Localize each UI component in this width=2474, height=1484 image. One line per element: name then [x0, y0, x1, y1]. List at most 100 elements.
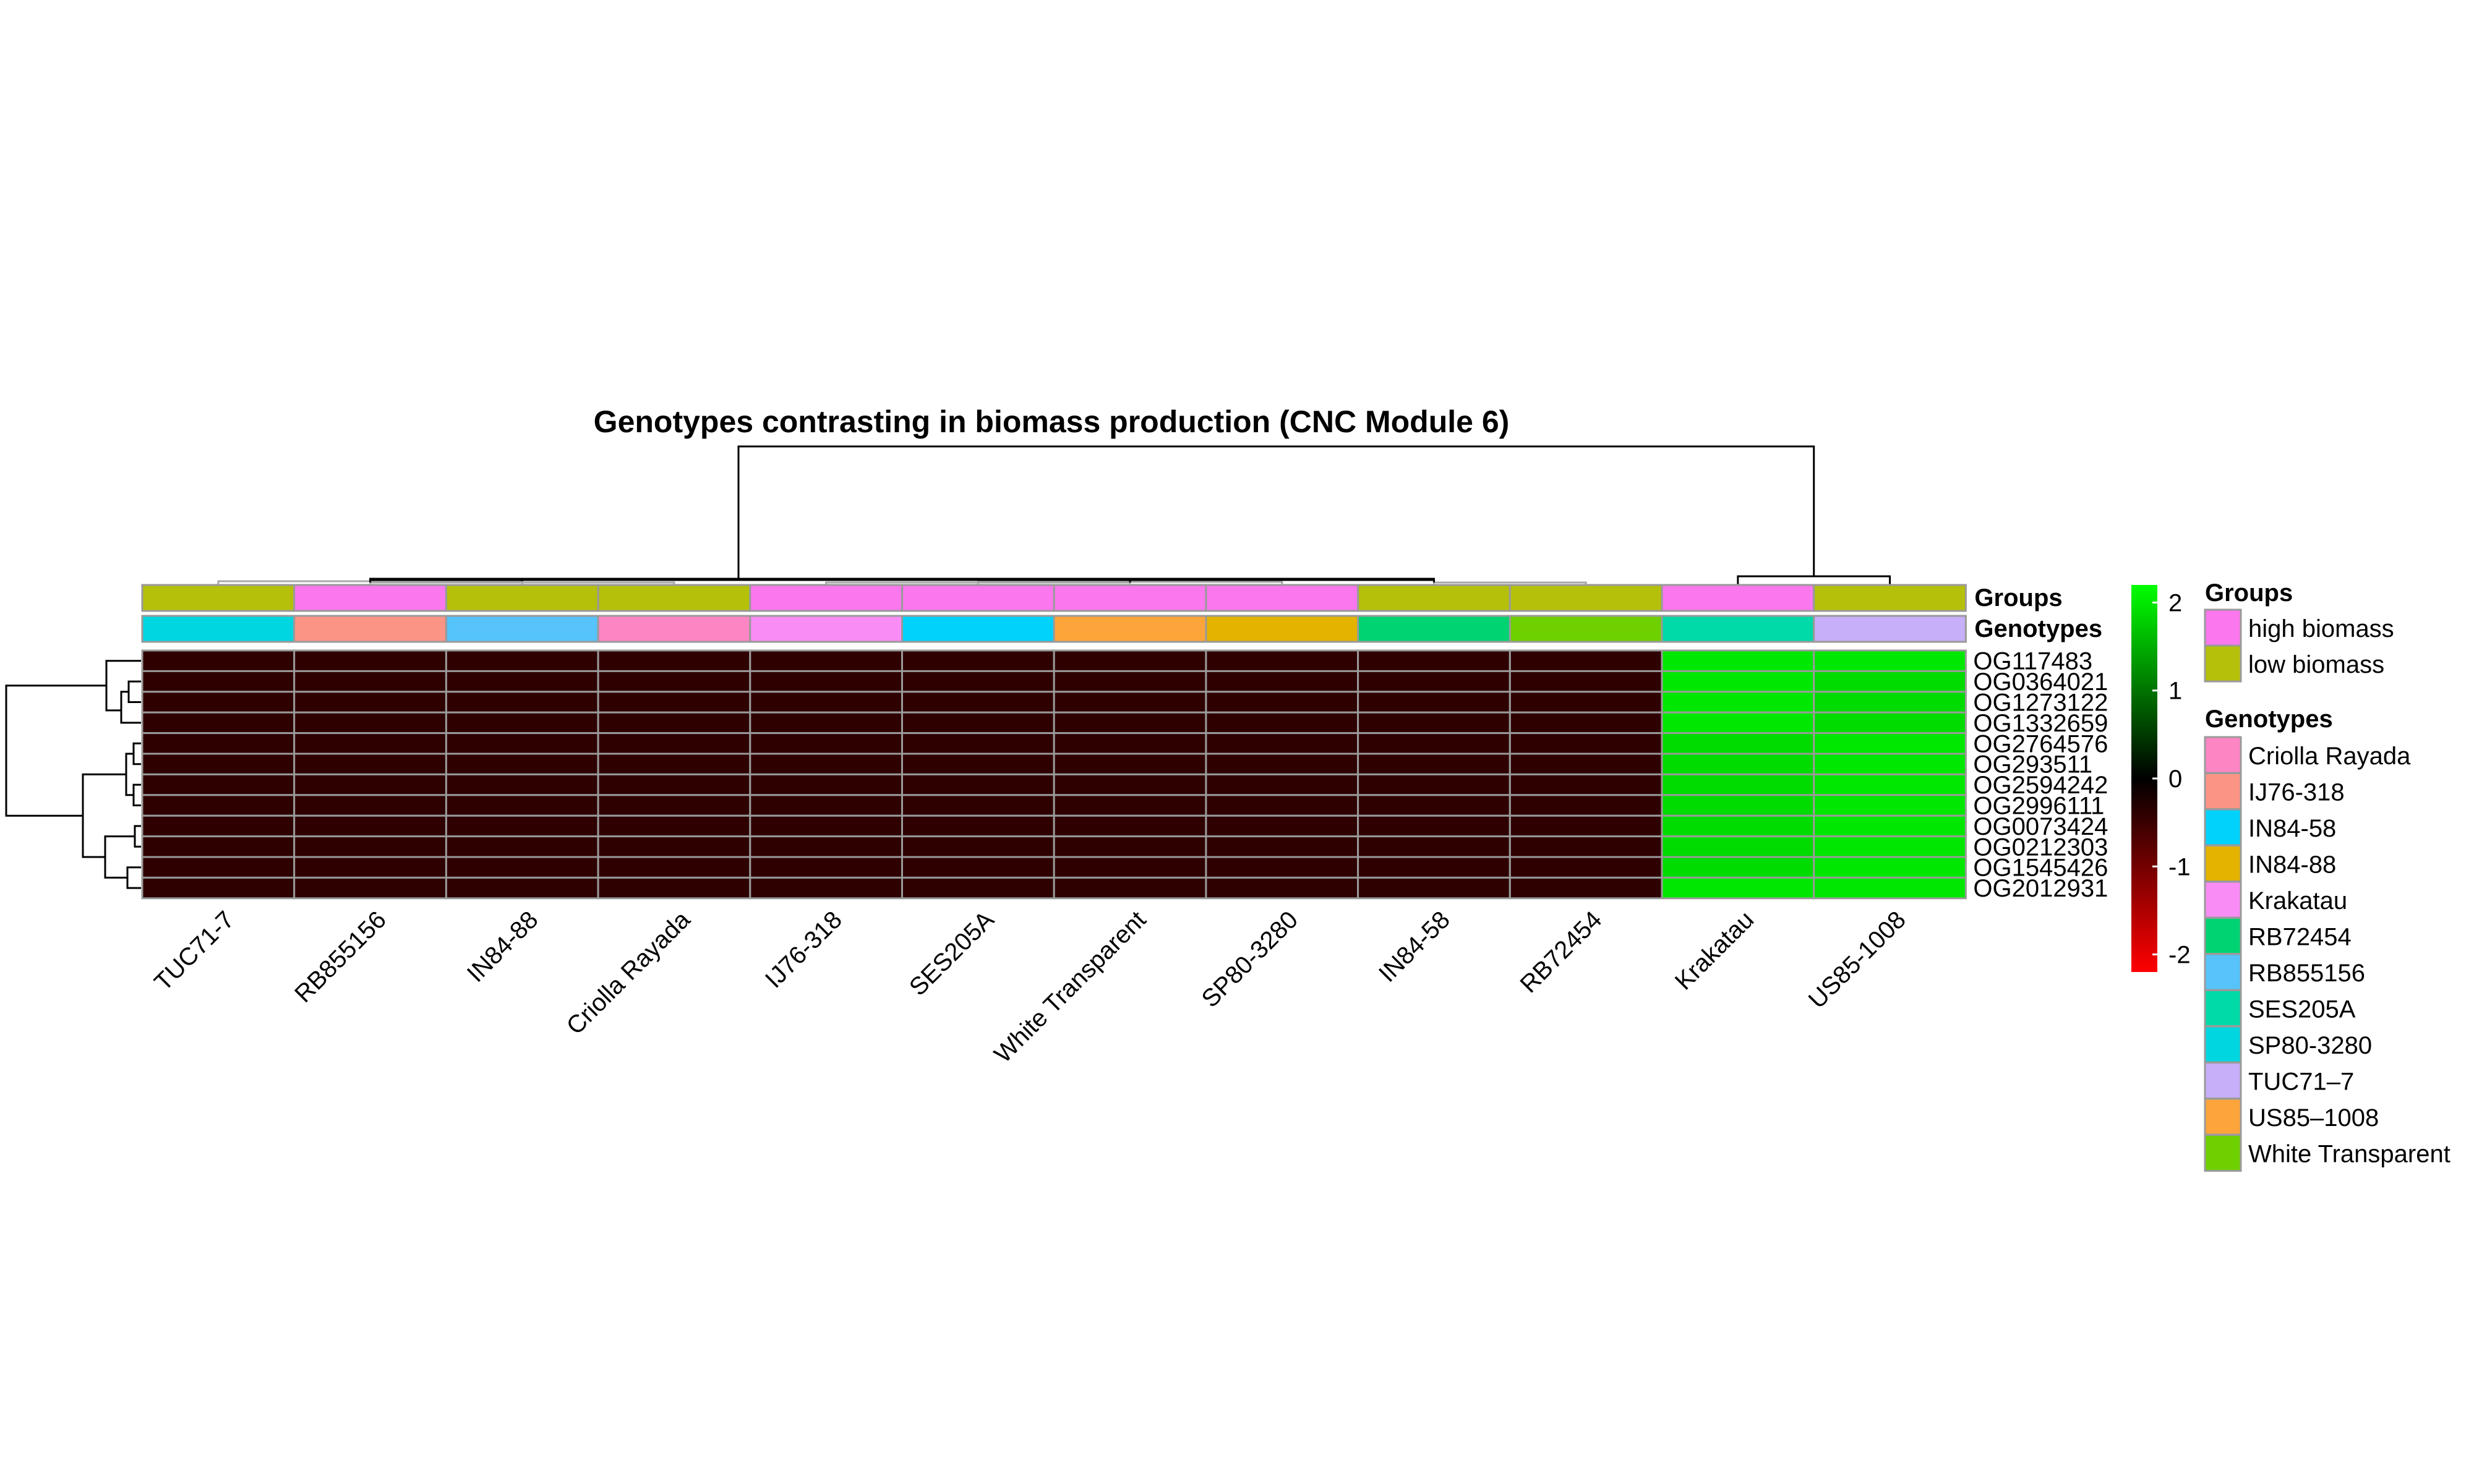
heatmap-cell [1205, 711, 1359, 735]
heatmap-cell [1053, 711, 1207, 735]
genotypes-legend-label: US85–1008 [2248, 1104, 2379, 1132]
heatmap-cell [1053, 856, 1207, 879]
row-label: OG0073424 [1973, 813, 2108, 840]
heatmap-cell [1661, 691, 1815, 714]
genotypes-legend-label: RB72454 [2248, 924, 2352, 951]
heatmap-cell [293, 691, 447, 714]
heatmap-cell [597, 814, 751, 838]
heatmap-cell [1813, 856, 1967, 879]
column-label: RB72454 [1515, 906, 1607, 998]
genotypes-annotation-cell [1509, 615, 1663, 643]
genotypes-legend-swatch [2204, 845, 2242, 882]
heatmap-cell [1813, 835, 1967, 858]
heatmap-cell [1661, 649, 1815, 672]
heatmap-cell [1813, 732, 1967, 755]
heatmap-cell [1661, 876, 1815, 900]
heatmap-cell [1205, 876, 1359, 900]
heatmap-cell [445, 649, 599, 672]
row-dendrogram-root [5, 684, 106, 817]
row-dendrogram-branch [125, 753, 134, 796]
heatmap-cell [293, 732, 447, 755]
heatmap-cell [141, 773, 296, 796]
heatmap-cell [293, 670, 447, 693]
heatmap-cell [1205, 732, 1359, 755]
heatmap-cell [597, 856, 751, 879]
heatmap-cell [1813, 670, 1967, 693]
genotypes-annotation-cell [1053, 615, 1207, 643]
heatmap-cell [901, 794, 1055, 817]
heatmap-cell [293, 773, 447, 796]
color-scale-tick-label: 2 [2168, 589, 2182, 616]
genotypes-legend-swatch [2204, 989, 2242, 1027]
row-label: OG0364021 [1973, 668, 2108, 696]
heatmap-cell [749, 753, 904, 775]
heatmap-cell [901, 835, 1055, 858]
row-label: OG1545426 [1973, 855, 2108, 882]
genotypes-legend-swatch [2204, 808, 2242, 846]
groups-annotation-label: Groups [1974, 584, 2062, 612]
heatmap-cell [141, 814, 296, 838]
annotation-legend: Groups high biomass low biomass Genotypes Cr… [2204, 579, 2450, 1172]
column-dendrogram-branch [369, 581, 675, 585]
chart-title: Genotypes contrasting in biomass product… [594, 404, 1510, 439]
heatmap-cell [445, 732, 599, 755]
heatmap-cell [1357, 670, 1511, 693]
heatmap-cell [1813, 773, 1967, 796]
column-label: IN84-88 [462, 906, 544, 987]
heatmap-cell [1509, 691, 1663, 714]
column-dendrogram-branch [1737, 575, 1891, 585]
heatmap-cell [749, 856, 904, 879]
heatmap-cell [1053, 691, 1207, 714]
heatmap-cell [1205, 814, 1359, 838]
heatmap-cell [901, 732, 1055, 755]
heatmap-cell [293, 794, 447, 817]
genotypes-annotation-cell [1813, 615, 1967, 643]
heatmap-cells [141, 649, 1967, 900]
heatmap-cell [1053, 753, 1207, 775]
heatmap-cell [1357, 711, 1511, 735]
heatmap-cell [1661, 856, 1815, 879]
heatmap-cell [1661, 753, 1815, 775]
heatmap-cell [901, 753, 1055, 775]
heatmap-cell [1205, 773, 1359, 796]
heatmap-cell [1205, 856, 1359, 879]
heatmap-cell [1357, 773, 1511, 796]
row-dendrogram-branch [134, 825, 141, 848]
row-label: OG0212303 [1973, 834, 2108, 861]
heatmap-cell [749, 814, 904, 838]
heatmap-cell [141, 649, 296, 672]
heatmap-cell [749, 835, 904, 858]
heatmap-cell [597, 876, 751, 900]
groups-annotation-cell [1053, 584, 1207, 612]
heatmap-cell [1357, 876, 1511, 900]
heatmap-cell [1813, 753, 1967, 775]
heatmap-cell [597, 835, 751, 858]
column-labels: TUC71-7 RB855156 IN84-88 Criolla Rayada IJ76… [149, 906, 1911, 1068]
genotypes-legend-swatch [2204, 881, 2242, 919]
groups-legend-label: low biomass [2248, 651, 2384, 678]
heatmap-cell [1205, 794, 1359, 817]
column-dendrogram-branch [1432, 581, 1587, 585]
genotypes-legend-swatch [2204, 917, 2242, 955]
genotypes-legend-swatch [2204, 1134, 2242, 1172]
color-scale-tick-label: -2 [2168, 942, 2191, 969]
heatmap-cell [1509, 753, 1663, 775]
row-dendrogram-branch [132, 742, 141, 765]
heatmap-cell [1357, 732, 1511, 755]
heatmap-cell [141, 691, 296, 714]
groups-annotation-cell [749, 584, 904, 612]
heatmap-cell [901, 876, 1055, 900]
heatmap-cell [1813, 691, 1967, 714]
column-label: SES205A [904, 906, 999, 1001]
heatmap-cell [141, 856, 296, 879]
heatmap-cell [1053, 649, 1207, 672]
heatmap-cell [1053, 876, 1207, 900]
genotypes-legend-label: White Transparent [2248, 1141, 2450, 1168]
genotypes-legend-swatch [2204, 1025, 2242, 1064]
groups-annotation-cell [597, 584, 751, 612]
heatmap-cell [293, 814, 447, 838]
heatmap-cell [597, 670, 751, 693]
heatmap-cell [749, 794, 904, 817]
heatmap-cell [1813, 794, 1967, 817]
heatmap-cell [1205, 753, 1359, 775]
